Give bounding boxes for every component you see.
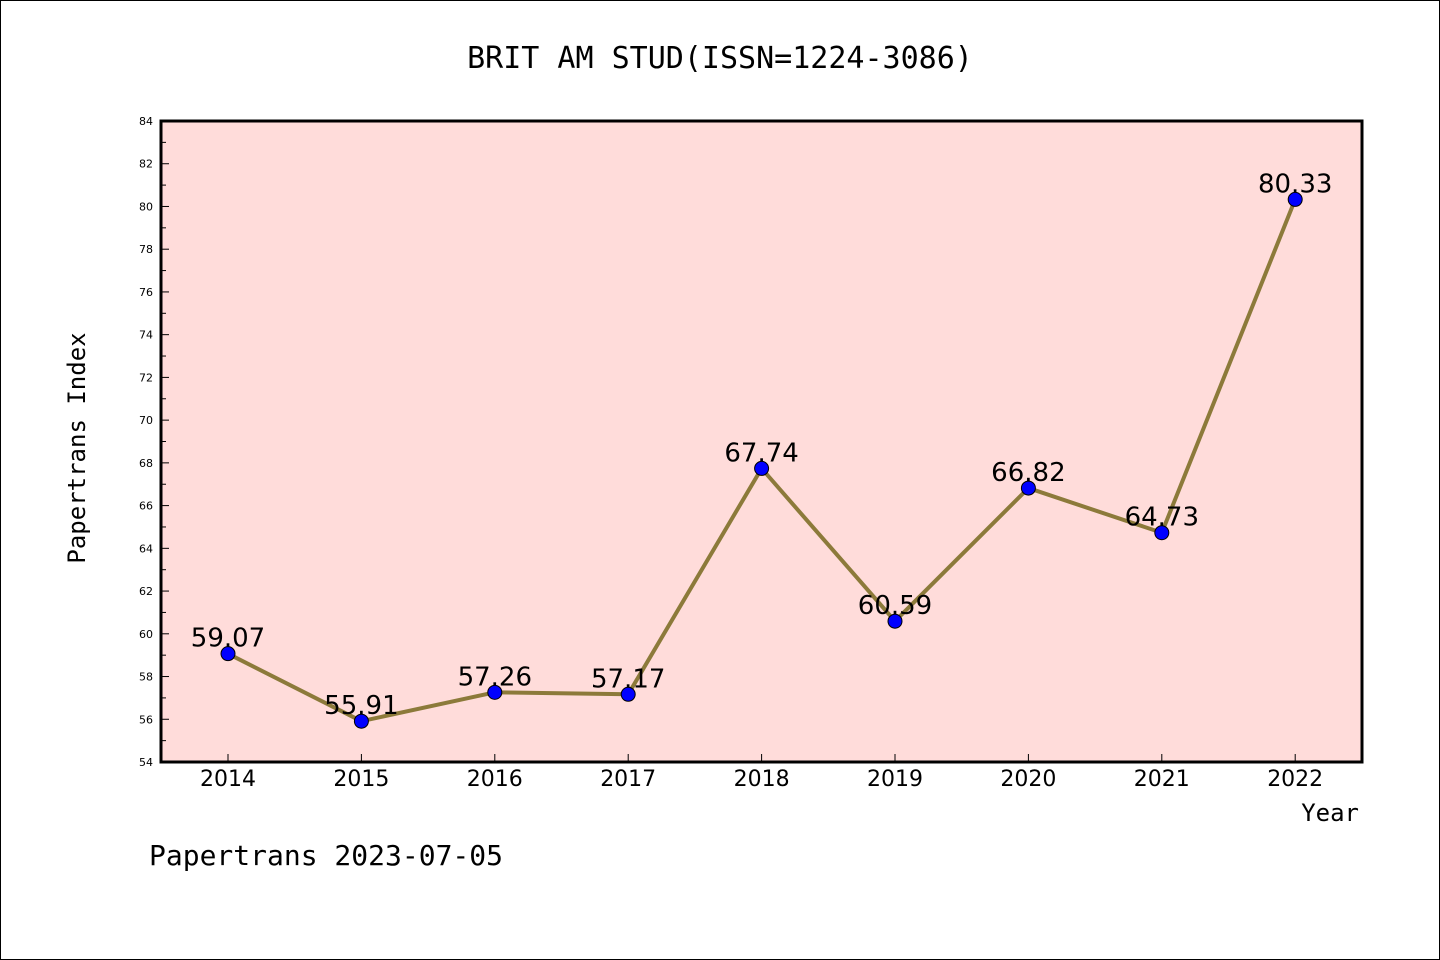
y-tick-label: 82 bbox=[139, 158, 153, 171]
data-label: 57.17 bbox=[591, 664, 665, 694]
data-point bbox=[220, 646, 236, 662]
x-tick-label: 2015 bbox=[333, 767, 389, 792]
y-tick-label: 70 bbox=[139, 414, 153, 427]
x-tick-label: 2020 bbox=[1000, 767, 1056, 792]
data-label: 80.33 bbox=[1258, 169, 1332, 199]
y-tick-label: 64 bbox=[139, 542, 153, 555]
y-tick-label: 80 bbox=[139, 200, 153, 213]
data-point bbox=[754, 460, 770, 476]
data-label: 55.91 bbox=[324, 691, 398, 721]
x-tick-label: 2022 bbox=[1267, 767, 1323, 792]
data-label: 66.82 bbox=[991, 458, 1065, 488]
y-tick-label: 54 bbox=[139, 756, 153, 769]
footer-date: Papertrans 2023-07-05 bbox=[149, 839, 503, 872]
y-tick-label: 66 bbox=[139, 500, 153, 513]
data-point bbox=[353, 713, 369, 729]
y-tick-label: 76 bbox=[139, 286, 153, 299]
data-label: 60.59 bbox=[858, 591, 932, 621]
plot-background bbox=[161, 121, 1362, 762]
data-label: 59.07 bbox=[191, 624, 265, 654]
data-point bbox=[1154, 525, 1170, 541]
data-label: 67.74 bbox=[724, 438, 798, 468]
data-label: 57.26 bbox=[458, 662, 532, 692]
plot-border bbox=[159, 119, 1364, 764]
x-tick-label: 2021 bbox=[1134, 767, 1190, 792]
x-axis-label: Year bbox=[1301, 799, 1359, 827]
chart-title: BRIT AM STUD(ISSN=1224-3086) bbox=[467, 41, 973, 76]
data-label: 64.73 bbox=[1125, 503, 1199, 533]
x-tick-label: 2019 bbox=[867, 767, 923, 792]
y-tick-label: 72 bbox=[139, 371, 153, 384]
y-tick-label: 60 bbox=[139, 628, 153, 641]
data-point bbox=[887, 613, 903, 629]
y-tick-label: 62 bbox=[139, 585, 153, 598]
data-point bbox=[1287, 191, 1303, 207]
x-tick-label: 2016 bbox=[467, 767, 523, 792]
x-tick-label: 2018 bbox=[734, 767, 790, 792]
data-point bbox=[620, 686, 636, 702]
data-point bbox=[1020, 480, 1036, 496]
y-tick-label: 56 bbox=[139, 713, 153, 726]
x-tick-label: 2014 bbox=[200, 767, 256, 792]
plot-area: 54 56 58 60 62 64 66 68 70 72 74 76 78 80 82 84 2014 2015… bbox=[139, 115, 1364, 792]
y-axis-label: Papertrans Index bbox=[63, 332, 91, 563]
x-tick-label: 2017 bbox=[600, 767, 656, 792]
y-tick-label: 58 bbox=[139, 671, 153, 684]
y-tick-label: 74 bbox=[139, 329, 153, 342]
data-point bbox=[487, 684, 503, 700]
y-tick-label: 78 bbox=[139, 243, 153, 256]
y-tick-label: 84 bbox=[139, 115, 153, 128]
y-tick-label: 68 bbox=[139, 457, 153, 470]
